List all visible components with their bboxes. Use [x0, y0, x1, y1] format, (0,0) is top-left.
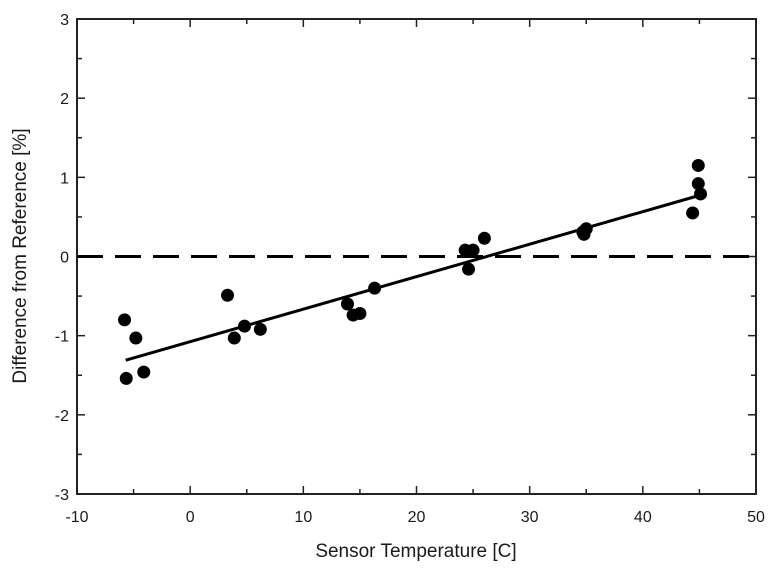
data-point — [253, 322, 267, 336]
data-point — [227, 331, 241, 345]
y-tick-label: -2 — [55, 408, 69, 425]
y-tick-label: -1 — [55, 329, 69, 346]
data-point — [237, 319, 251, 333]
x-axis-title: Sensor Temperature [C] — [315, 541, 516, 562]
data-point — [129, 331, 143, 345]
data-point — [118, 313, 132, 327]
x-tick-label: 30 — [521, 509, 539, 526]
data-point — [221, 288, 235, 302]
data-point — [686, 206, 700, 220]
data-point — [694, 187, 708, 201]
data-point — [691, 158, 705, 172]
y-tick-label: 2 — [60, 91, 69, 108]
y-tick-label: 3 — [60, 12, 69, 29]
data-point — [577, 227, 591, 241]
data-point — [368, 281, 382, 295]
regression-fit-line — [125, 193, 703, 362]
data-point — [466, 243, 480, 257]
data-point — [340, 297, 354, 311]
x-tick-label: 20 — [408, 509, 426, 526]
data-point — [119, 371, 133, 385]
y-tick-label: 1 — [60, 170, 69, 187]
y-tick-label: -3 — [55, 487, 69, 504]
data-point — [691, 177, 705, 191]
data-point — [477, 231, 491, 245]
data-point — [462, 262, 476, 276]
x-tick-label: 10 — [294, 509, 312, 526]
x-tick-label: 50 — [747, 509, 765, 526]
x-tick-label: 0 — [186, 509, 195, 526]
y-axis-title: Difference from Reference [%] — [10, 128, 31, 383]
x-tick-label: 40 — [634, 509, 652, 526]
y-tick-label: 0 — [60, 250, 69, 267]
x-tick-label: -10 — [65, 509, 88, 526]
data-point — [353, 307, 367, 320]
data-point — [137, 365, 151, 379]
